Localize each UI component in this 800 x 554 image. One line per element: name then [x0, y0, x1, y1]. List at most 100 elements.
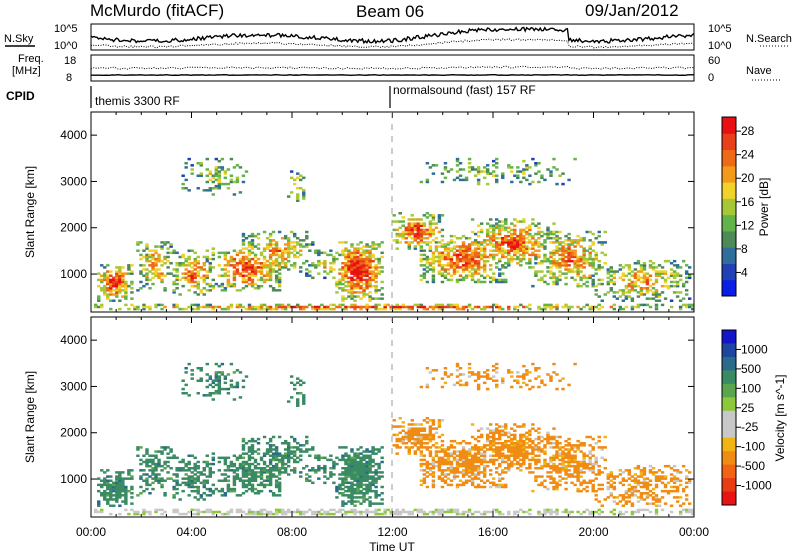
power-cell	[106, 274, 110, 277]
velocity-cell	[488, 485, 493, 489]
velocity-cell	[513, 448, 517, 451]
power-cell	[495, 226, 499, 230]
power-cell	[528, 174, 532, 177]
velocity-cell	[247, 471, 252, 474]
velocity-cell	[522, 375, 526, 378]
power-cell	[555, 230, 559, 234]
velocity-cell	[329, 475, 333, 478]
power-cell	[229, 264, 234, 267]
power-cell	[299, 245, 303, 248]
velocity-cell	[344, 485, 348, 489]
velocity-cell	[422, 429, 427, 432]
velocity-cell	[398, 439, 402, 443]
velocity-cell	[410, 431, 415, 435]
power-cell	[570, 243, 574, 246]
velocity-cell	[498, 431, 502, 435]
power-cell	[166, 272, 170, 275]
power-cell	[392, 305, 396, 309]
power-cell	[419, 247, 424, 250]
power-cell	[362, 257, 366, 261]
velocity-cell	[259, 469, 264, 472]
velocity-cell	[229, 460, 234, 464]
velocity-cell	[268, 475, 273, 478]
velocity-cell	[356, 469, 360, 472]
power-cell	[413, 245, 418, 248]
velocity-cell	[458, 442, 463, 445]
velocity-cell	[350, 492, 354, 495]
freq-left-tick-top: 18	[64, 55, 76, 67]
power-cell	[365, 259, 369, 263]
velocity-cell	[151, 460, 155, 464]
velocity-cell	[211, 492, 216, 495]
power-cell	[283, 234, 288, 238]
power-cell	[109, 293, 113, 296]
velocity-cell	[504, 471, 508, 474]
velocity-cell	[283, 456, 288, 460]
velocity-cell	[338, 487, 342, 491]
power-cell	[546, 237, 550, 240]
power-cell	[437, 257, 442, 261]
power-cell	[271, 287, 276, 290]
power-cell	[570, 239, 574, 242]
velocity-cell	[190, 485, 194, 489]
power-cell	[681, 303, 686, 307]
velocity-cell	[485, 437, 490, 441]
velocity-cell	[139, 475, 143, 478]
power-cell	[419, 241, 424, 244]
power-cell	[299, 243, 303, 246]
velocity-cell	[166, 464, 170, 468]
power-cell	[109, 284, 113, 288]
power-cell	[163, 274, 167, 277]
velocity-cell	[504, 483, 508, 487]
velocity-cell	[537, 435, 541, 439]
power-cell	[250, 264, 255, 267]
power-cell	[271, 264, 276, 267]
power-cell	[446, 251, 451, 255]
velocity-cell	[395, 444, 399, 447]
velocity-cell	[305, 450, 309, 453]
power-cell	[202, 274, 206, 277]
velocity-cell	[488, 473, 493, 476]
power-cell	[368, 299, 372, 302]
velocity-cell	[220, 494, 225, 497]
velocity-cell	[510, 462, 514, 466]
velocity-cell	[495, 450, 499, 453]
power-cell	[516, 237, 520, 240]
power-cell	[142, 307, 146, 311]
velocity-cell	[250, 456, 255, 460]
power-cell	[651, 297, 656, 300]
power-cell	[226, 282, 231, 286]
velocity-cell	[250, 473, 255, 476]
velocity-cell	[555, 467, 559, 470]
power-cell	[157, 274, 161, 277]
power-cell	[549, 305, 553, 309]
velocity-cell	[389, 512, 393, 516]
power-cell	[660, 284, 665, 288]
velocity-cell	[482, 452, 487, 455]
power-cell	[341, 297, 345, 300]
power-cell	[585, 230, 589, 234]
velocity-cell	[232, 385, 237, 389]
power-cell	[160, 272, 164, 275]
velocity-cell	[431, 460, 436, 464]
power-cell	[488, 224, 493, 227]
power-cell	[651, 266, 656, 269]
power-cell	[519, 247, 523, 250]
power-cell	[431, 253, 436, 257]
velocity-cell	[124, 487, 128, 491]
power-cell	[145, 255, 149, 259]
power-cell	[561, 182, 565, 186]
velocity-cell	[187, 494, 191, 497]
power-cell	[567, 251, 571, 255]
power-cell	[262, 266, 267, 269]
power-cell	[235, 270, 240, 273]
power-cell	[467, 303, 472, 307]
velocity-cell	[558, 452, 562, 455]
power-cell	[274, 241, 279, 244]
power-cell	[675, 264, 680, 267]
power-cell	[495, 247, 499, 250]
velocity-cell	[124, 477, 128, 480]
power-cell	[350, 270, 354, 273]
velocity-cell	[413, 427, 418, 430]
power-cell	[121, 284, 125, 288]
